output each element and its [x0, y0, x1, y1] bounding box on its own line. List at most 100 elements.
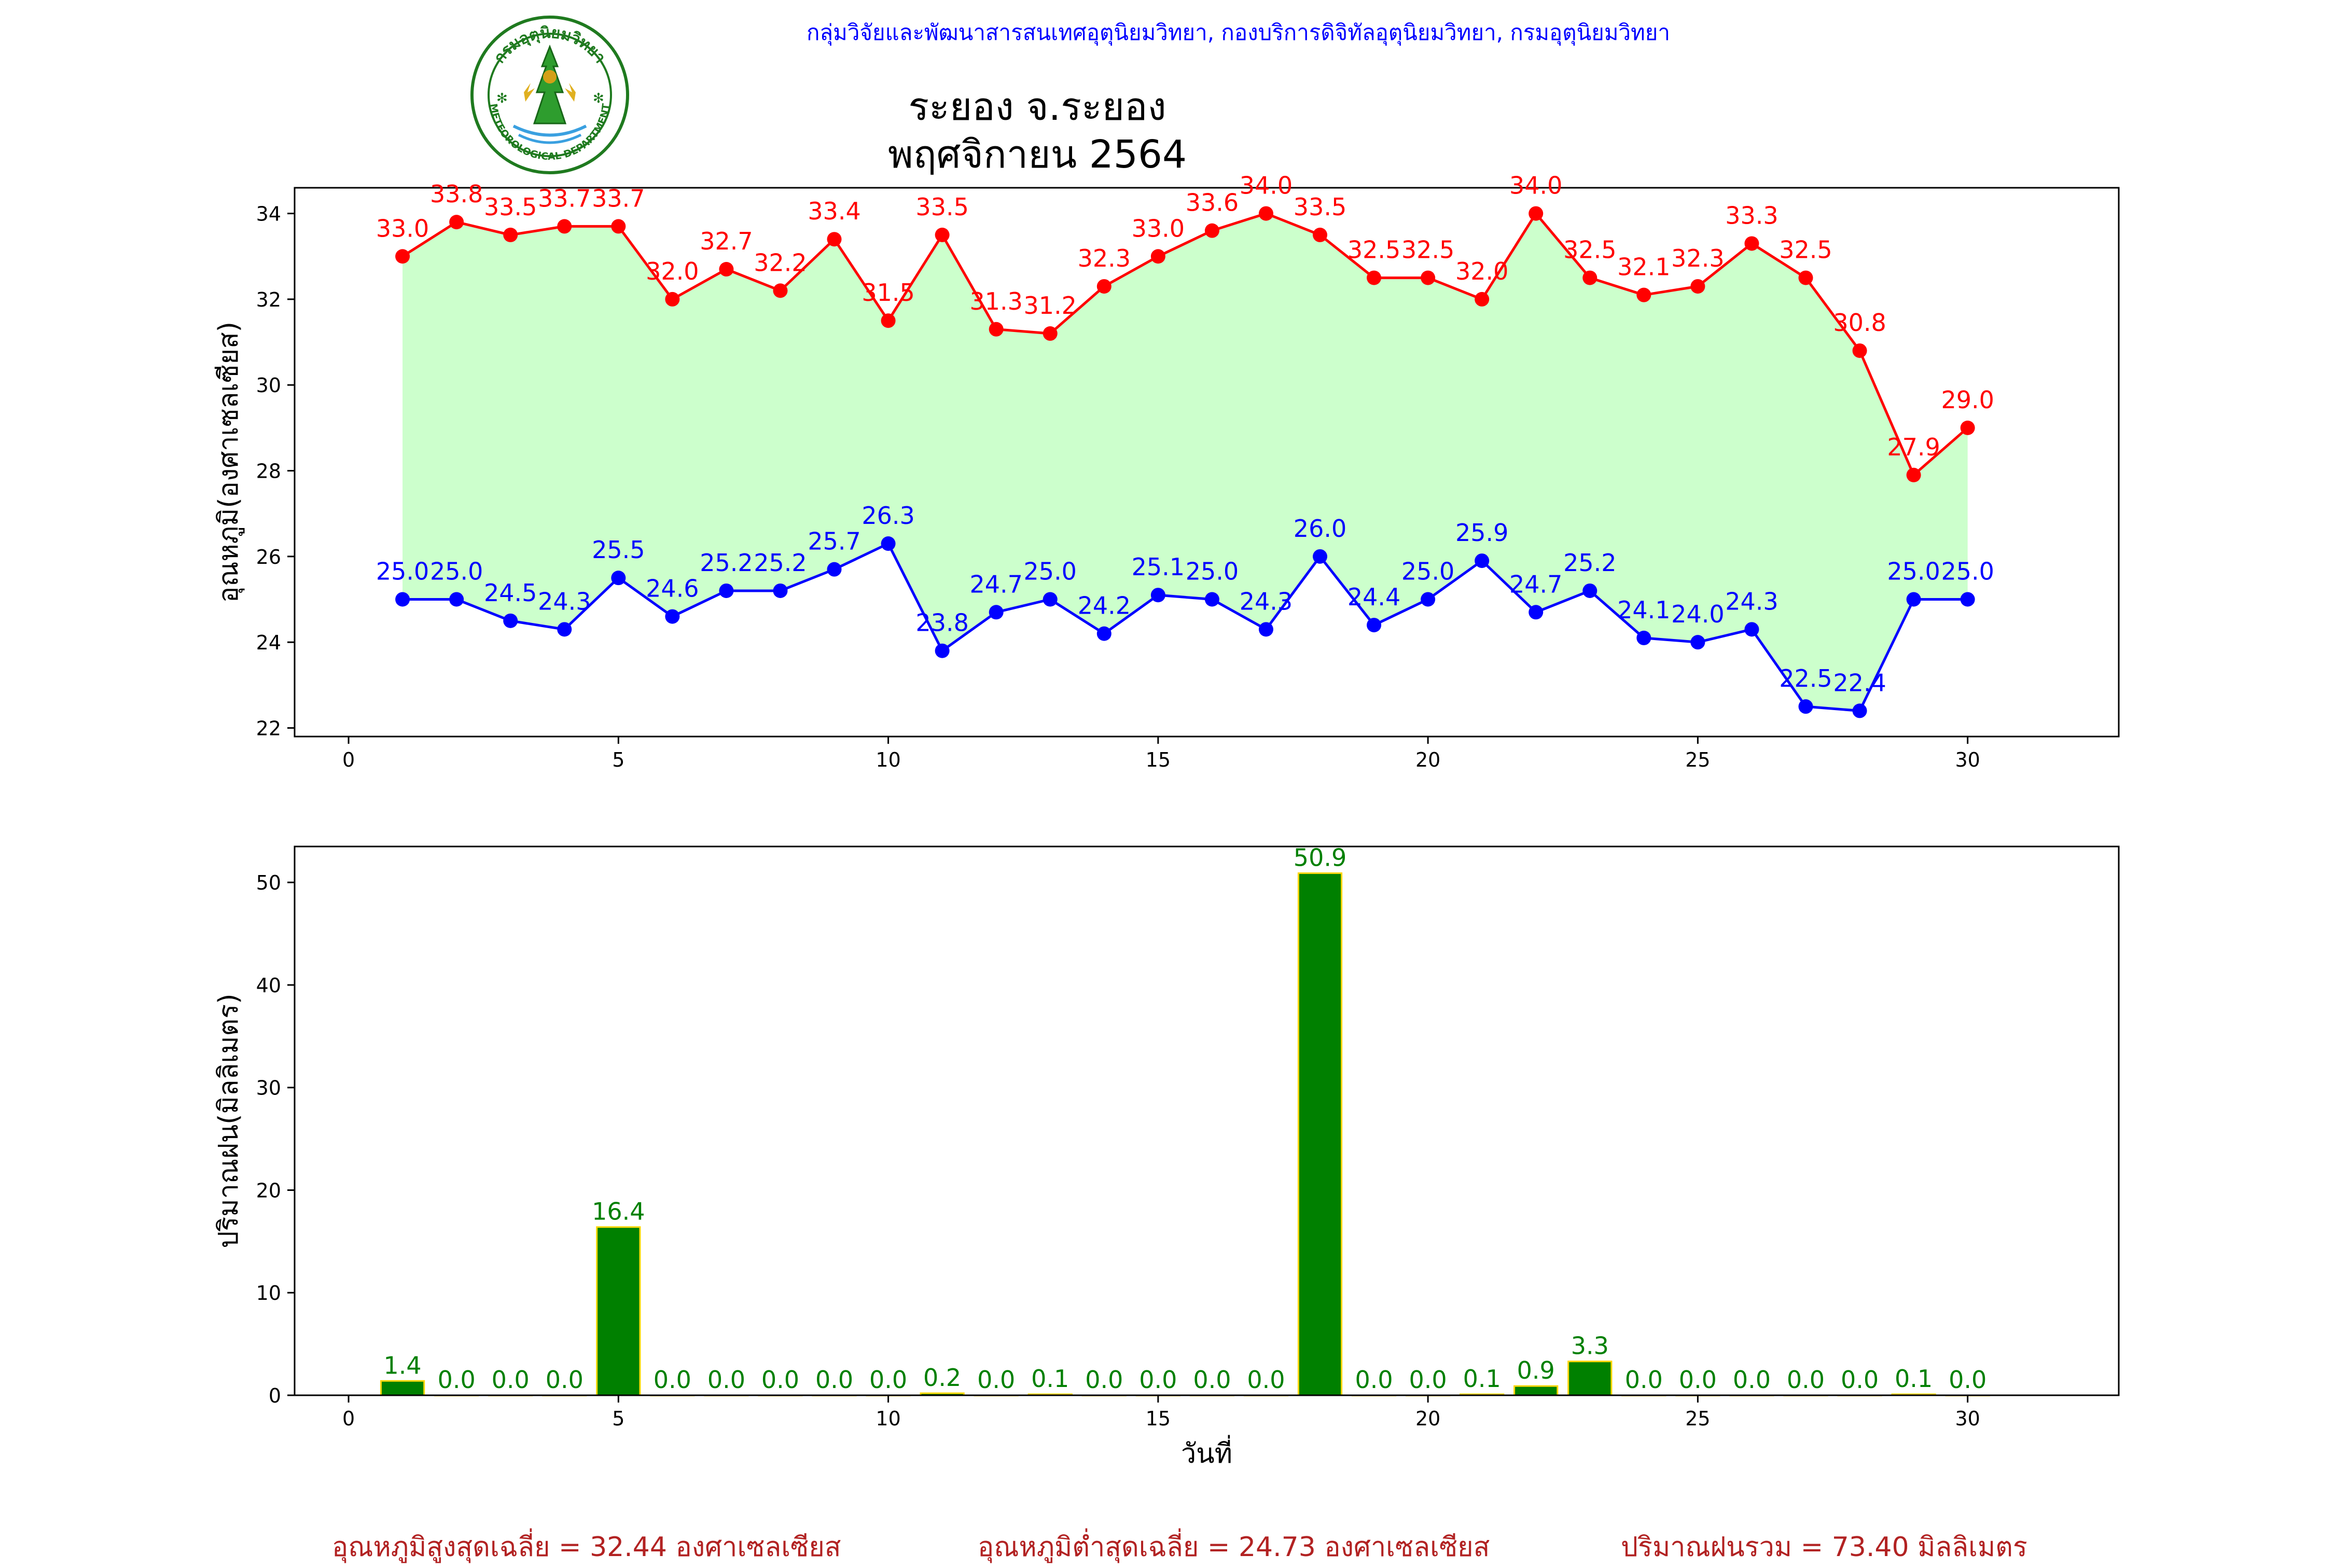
rain-x-tick-label: 10 [876, 1407, 900, 1430]
rain-x-tick-label: 15 [1146, 1407, 1171, 1430]
rain-bar-label: 0.0 [546, 1366, 584, 1394]
max-temp-point [1367, 270, 1382, 285]
min-temp-label: 24.2 [1078, 592, 1131, 620]
min-temp-label: 22.5 [1779, 664, 1832, 692]
min-temp-label: 25.0 [1887, 558, 1940, 586]
rain-bar-label: 0.0 [761, 1366, 799, 1394]
max-temp-point [611, 219, 626, 234]
max-temp-label: 33.8 [430, 180, 483, 208]
rain-x-axis-label: วันที่ [1181, 1435, 1232, 1469]
title-station: ระยอง จ.ระยอง [908, 85, 1166, 129]
max-temp-point [395, 249, 410, 264]
min-temp-label: 24.1 [1617, 596, 1670, 624]
max-temp-label: 32.5 [1347, 236, 1400, 264]
max-temp-label: 33.0 [376, 214, 429, 242]
max-temp-label: 31.2 [1024, 292, 1077, 320]
avg-max-temp: อุณหภูมิสูงสุดเฉลี่ย = 32.44 องศาเซลเซีย… [332, 1532, 841, 1563]
organization-header: กลุ่มวิจัยและพัฒนาสารสนเทศอุตุนิยมวิทยา,… [806, 20, 1670, 45]
min-temp-point [1636, 630, 1651, 645]
max-temp-point [1582, 270, 1597, 285]
min-temp-label: 25.1 [1132, 553, 1185, 581]
rain-x-tick-label: 20 [1415, 1407, 1440, 1430]
max-temp-point [1096, 279, 1112, 294]
min-temp-point [449, 592, 464, 607]
max-temp-label: 32.1 [1617, 253, 1670, 281]
min-temp-point [1258, 622, 1273, 637]
temp-x-tick-label: 10 [876, 748, 900, 771]
rain-x-tick-label: 30 [1955, 1407, 1980, 1430]
rain-bar-label: 0.2 [923, 1364, 961, 1392]
min-temp-point [1150, 588, 1165, 603]
rain-bar-label: 0.0 [869, 1366, 907, 1394]
min-temp-point [881, 536, 896, 551]
min-temp-label: 25.2 [754, 549, 807, 577]
rain-bar-label: 0.0 [1085, 1366, 1123, 1394]
max-temp-point [1744, 236, 1759, 251]
max-temp-point [1313, 227, 1328, 242]
min-temp-point [503, 613, 518, 628]
rain-bar-label: 1.4 [384, 1351, 422, 1379]
min-temp-point [1096, 626, 1112, 641]
max-temp-label: 32.5 [1401, 236, 1454, 264]
max-temp-label: 27.9 [1887, 433, 1940, 461]
max-temp-point [989, 322, 1004, 337]
temp-y-tick-label: 30 [256, 374, 281, 397]
temp-x-tick-label: 25 [1685, 748, 1710, 771]
min-temp-label: 24.3 [538, 587, 591, 615]
min-temp-label: 24.3 [1240, 587, 1293, 615]
rain-bar [1567, 1361, 1613, 1396]
min-temp-label: 25.2 [1563, 549, 1616, 577]
min-temp-label: 25.0 [1941, 558, 1994, 586]
rain-bar-label: 0.0 [707, 1366, 745, 1394]
max-temp-point [881, 313, 896, 328]
rain-bar-label: 16.4 [592, 1198, 645, 1226]
min-temp-point [773, 583, 788, 598]
rain-bar-label: 0.1 [1895, 1365, 1933, 1393]
min-temp-point [1529, 605, 1544, 620]
tmd-logo: กรมอุตุนิยมวิทยา METEOROLOGICAL DEPARTME… [470, 16, 629, 174]
max-temp-label: 33.5 [1294, 193, 1346, 221]
max-temp-label: 33.4 [808, 197, 860, 225]
rain-x-tick-label: 25 [1685, 1407, 1710, 1430]
temp-y-axis-label: อุณหภูมิ(องศาเซลเซียส) [213, 322, 245, 603]
chart-title: ระยอง จ.ระยอง พฤศจิกายน 2564 [778, 83, 1297, 178]
max-temp-point [773, 283, 788, 298]
deity-emblem-icon [512, 44, 587, 144]
min-temp-label: 26.0 [1294, 515, 1346, 543]
rain-x-tick-label: 0 [342, 1407, 355, 1430]
rain-bar [380, 1380, 425, 1396]
min-temp-point [1582, 583, 1597, 598]
rain-bar-label: 3.3 [1571, 1332, 1609, 1360]
rain-y-tick-label: 20 [256, 1179, 281, 1202]
temperature-chart: 0 5 10 15 20 25 30 22 24 26 28 30 32 34 อุณหภูมิ(องศาเ… [213, 172, 2120, 771]
max-temp-label: 31.3 [969, 287, 1022, 315]
max-temp-point [1258, 206, 1273, 221]
rain-y-tick-label: 50 [256, 871, 281, 894]
rain-bar-label: 0.0 [1625, 1366, 1663, 1394]
min-temp-point [1744, 622, 1759, 637]
min-temp-label: 25.0 [1401, 558, 1454, 586]
rain-axes-frame [294, 845, 2120, 1396]
min-temp-label: 24.6 [646, 575, 699, 603]
rain-bar-label: 0.1 [1463, 1365, 1501, 1393]
min-temp-label: 25.0 [1186, 558, 1239, 586]
temp-x-tick-label: 30 [1955, 748, 1980, 771]
rain-bar-label: 0.0 [1355, 1366, 1393, 1394]
max-temp-label: 32.5 [1779, 236, 1832, 264]
max-temp-label: 33.0 [1132, 214, 1185, 242]
max-temp-point [665, 292, 680, 307]
rain-bar [596, 1226, 641, 1396]
max-temp-label: 32.3 [1078, 244, 1131, 272]
max-temp-label: 29.0 [1941, 386, 1994, 414]
temp-y-tick-label: 32 [256, 288, 281, 311]
rain-y-axis-label: ปริมาณฝน(มิลลิเมตร) [213, 993, 244, 1248]
rain-bar-label: 0.0 [977, 1366, 1015, 1394]
min-temp-point [989, 605, 1004, 620]
min-temp-label: 24.5 [484, 579, 537, 607]
rain-bar-label: 0.0 [1247, 1366, 1285, 1394]
max-temp-point [1960, 420, 1975, 435]
max-temp-point [935, 227, 950, 242]
max-temp-point [1475, 292, 1490, 307]
min-temp-label: 25.7 [808, 528, 860, 556]
rainfall-chart: 1.4 0.0 0.0 0.0 16.4 0.0 0.0 0.0 0.0 0.0 0.2 0.0 0.1… [213, 843, 2120, 1469]
